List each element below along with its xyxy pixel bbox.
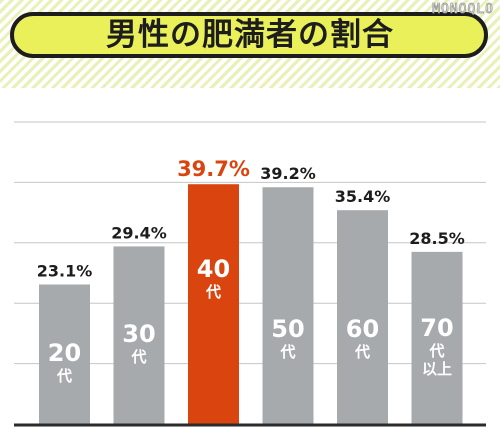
bar-1 <box>39 284 90 424</box>
value-label-1: 23.1% <box>37 261 93 280</box>
bar-6 <box>411 251 463 424</box>
category-label-6-line-2: 代 <box>428 342 444 360</box>
category-label-4-line-1: 50 <box>271 315 304 343</box>
category-label-5-line-2: 代 <box>354 343 370 361</box>
category-label-5-line-1: 60 <box>346 315 379 343</box>
value-label-3: 39.7% <box>177 157 250 181</box>
value-label-4: 39.2% <box>260 164 316 183</box>
brand-logo: MONOQLO <box>432 2 494 18</box>
category-label-2-line-1: 30 <box>122 320 155 348</box>
category-label-6-line-1: 70 <box>420 314 453 342</box>
title-pill <box>10 12 488 58</box>
category-label-1-line-2: 代 <box>56 367 72 385</box>
category-label-3-line-1: 40 <box>197 255 230 283</box>
bar-3 <box>188 184 239 424</box>
category-label-6-line-3: 以上 <box>422 360 452 378</box>
bar-4 <box>262 187 314 424</box>
chart-title: 男性の肥満者の割合 <box>106 17 394 53</box>
category-label-2-line-2: 代 <box>130 348 146 366</box>
value-label-5: 35.4% <box>335 187 391 206</box>
value-label-2: 29.4% <box>111 223 167 242</box>
category-label-4-line-2: 代 <box>279 343 295 361</box>
category-label-3-line-2: 代 <box>205 283 221 301</box>
category-label-1-line-1: 20 <box>48 339 81 367</box>
value-label-6: 28.5% <box>409 229 465 248</box>
bar-5 <box>337 210 388 424</box>
bar-2 <box>113 246 165 424</box>
